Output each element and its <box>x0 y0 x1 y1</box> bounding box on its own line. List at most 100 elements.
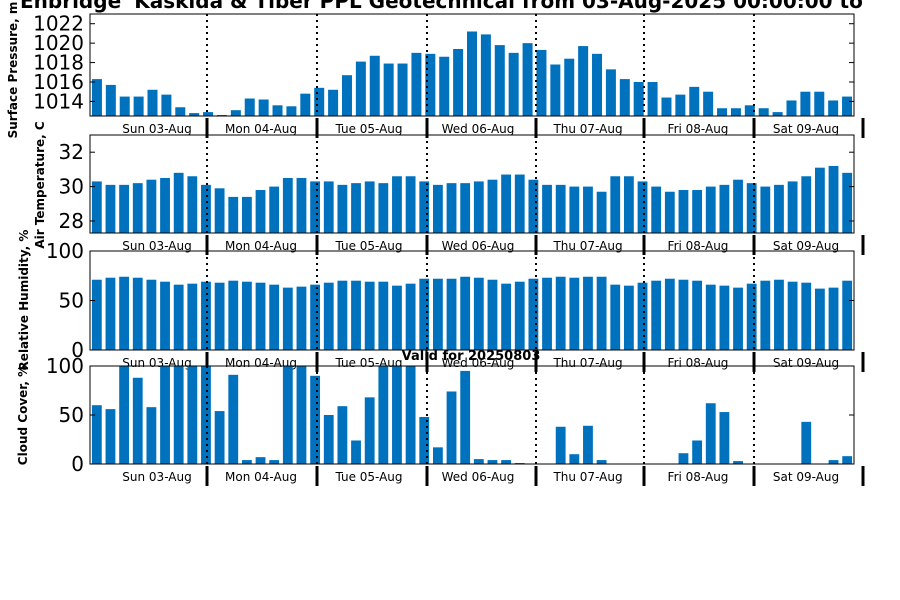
bar <box>228 196 239 233</box>
bar <box>160 366 170 464</box>
panel-temperature: 28 30 32 Sun 03-Aug Mon 04-Aug Tue 05-Aug Wed … <box>33 121 865 255</box>
bar <box>610 176 621 233</box>
bar <box>528 179 539 233</box>
bar <box>105 184 116 233</box>
bar <box>392 176 402 233</box>
chart-title: Enbridge 'Kaskida & Tiber PPL Geotechnic… <box>20 0 863 13</box>
bar <box>175 107 186 116</box>
bar <box>814 91 825 116</box>
bar <box>542 184 552 233</box>
y-tick-label: 0 <box>71 338 84 362</box>
bar <box>146 179 157 233</box>
bar <box>828 287 839 350</box>
bar <box>610 284 621 350</box>
bar <box>241 460 252 464</box>
bar <box>569 454 580 464</box>
bar <box>664 191 675 233</box>
bar <box>569 277 580 350</box>
bar <box>760 280 771 350</box>
bar <box>828 165 839 233</box>
bar <box>258 99 269 116</box>
bar <box>564 58 575 116</box>
bar <box>480 34 491 116</box>
bar <box>132 377 143 464</box>
bar <box>514 174 525 233</box>
bar <box>323 181 334 233</box>
bar <box>201 366 211 464</box>
bar <box>105 277 116 350</box>
bar <box>378 366 389 464</box>
bar <box>132 183 143 233</box>
x-tick-label: Fri 08-Aug <box>668 239 729 253</box>
x-tick-label: Wed 06-Aug <box>442 470 515 484</box>
bar <box>842 172 853 233</box>
bar <box>800 91 811 116</box>
bar <box>411 52 422 116</box>
bar <box>323 282 334 350</box>
bar <box>730 108 741 116</box>
bar <box>596 460 607 464</box>
bar <box>460 276 471 350</box>
bar <box>814 167 825 233</box>
y-tick-label: 1018 <box>33 51 84 75</box>
x-tick-label: Fri 08-Aug <box>668 122 729 136</box>
bar <box>187 366 198 464</box>
x-tick-label: Tue 05-Aug <box>334 239 402 253</box>
bar <box>160 281 170 350</box>
bar <box>583 425 593 464</box>
bar <box>337 280 348 350</box>
bar <box>432 278 443 350</box>
bar <box>355 61 366 116</box>
bar <box>569 186 580 233</box>
x-tick-label: Wed 06-Aug <box>442 122 515 136</box>
bar <box>501 174 512 233</box>
bar <box>269 460 280 464</box>
y-tick-label: 1016 <box>33 70 84 94</box>
bar <box>733 179 743 233</box>
bar <box>296 286 307 350</box>
bar <box>337 406 348 464</box>
bar <box>473 277 484 350</box>
bar <box>774 279 784 350</box>
bar <box>255 457 266 464</box>
x-tick-label: Sun 03-Aug <box>122 239 191 253</box>
bar <box>91 181 102 233</box>
x-tick-label: Sat 09-Aug <box>773 470 839 484</box>
bar <box>255 190 266 233</box>
y-tick-label: 1014 <box>33 89 84 113</box>
bar <box>522 43 533 116</box>
bar <box>364 181 375 233</box>
axes-frame <box>89 13 855 117</box>
bar <box>119 366 130 464</box>
bar <box>637 181 648 233</box>
axes-frame <box>89 134 855 234</box>
bar <box>651 186 662 233</box>
bar <box>282 177 293 233</box>
bar <box>633 82 644 116</box>
y-tick-label: 100 <box>46 354 84 378</box>
bar <box>310 375 321 464</box>
bar <box>787 181 798 233</box>
bar <box>814 288 825 350</box>
bar <box>758 108 769 116</box>
bar <box>337 184 348 233</box>
y-tick-label: 50 <box>59 403 84 427</box>
bar <box>187 283 198 350</box>
bar <box>664 278 675 350</box>
y-tick-label: 1022 <box>33 12 84 36</box>
bar <box>842 456 853 464</box>
bar <box>119 96 130 116</box>
bar <box>328 89 339 116</box>
x-tick-label: Wed 06-Aug <box>442 239 515 253</box>
bar <box>432 447 443 464</box>
bar <box>550 64 561 116</box>
bar <box>241 281 252 350</box>
bar <box>801 176 812 233</box>
y-axis-label: Cloud Cover, % <box>16 365 30 465</box>
y-tick-label: 30 <box>59 175 84 199</box>
bar <box>351 280 361 350</box>
bar <box>487 460 498 464</box>
bar <box>637 282 648 350</box>
bar <box>705 186 716 233</box>
